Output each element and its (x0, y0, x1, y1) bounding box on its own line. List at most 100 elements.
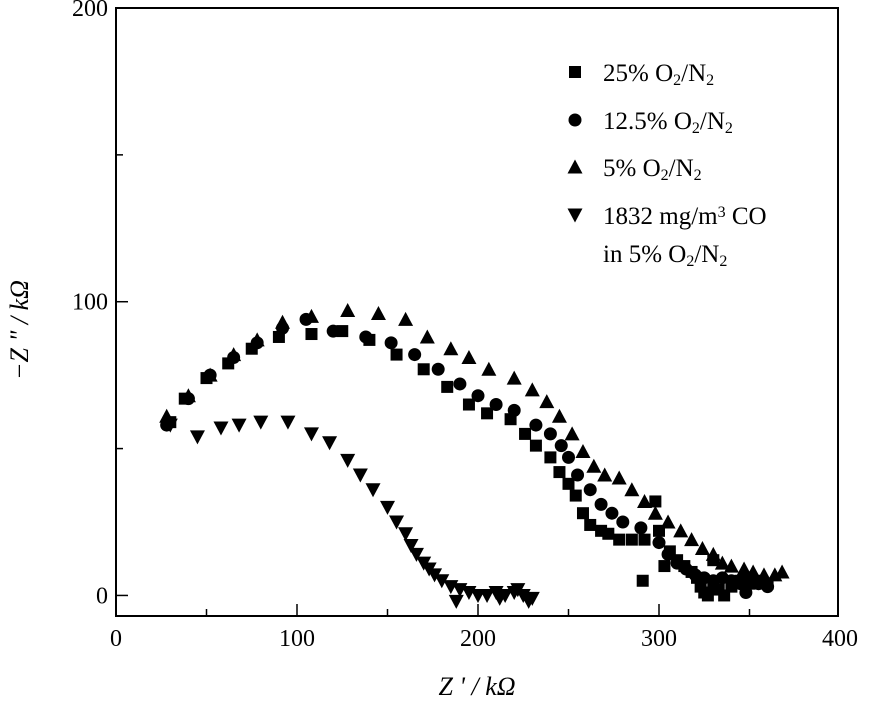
data-point (180, 388, 196, 403)
data-point (481, 407, 494, 420)
data-point (684, 532, 700, 547)
data-point (571, 468, 585, 482)
legend-label: 1832 mg/m3 CO (603, 203, 767, 230)
data-point (625, 533, 638, 546)
data-point (705, 546, 721, 561)
data-point (408, 547, 424, 562)
data-point (510, 583, 526, 598)
data-point (616, 515, 630, 529)
data-point (761, 580, 775, 594)
data-point (389, 515, 405, 530)
data-point (461, 350, 477, 365)
data-point (489, 398, 503, 412)
data-point (564, 426, 580, 441)
data-point (553, 466, 566, 479)
y-tick-label: 0 (96, 583, 108, 609)
data-point (736, 561, 752, 576)
series-2 (160, 312, 775, 600)
data-point (326, 324, 340, 338)
data-point (448, 594, 464, 609)
data-point (365, 483, 381, 498)
data-point (636, 574, 649, 587)
data-point (336, 325, 349, 338)
data-point (305, 328, 318, 341)
data-point (605, 506, 619, 520)
data-point (280, 415, 296, 430)
data-point (403, 539, 419, 554)
data-point (594, 497, 608, 511)
y-axis-title: −Z " / kΩ (5, 280, 34, 380)
data-point (551, 408, 567, 423)
data-point (340, 453, 356, 468)
legend-marker (567, 159, 583, 174)
data-point (479, 588, 495, 603)
data-point (521, 594, 537, 609)
data-point (462, 398, 475, 411)
data-point (398, 311, 414, 326)
x-tick-label: 200 (460, 626, 496, 652)
data-point (419, 329, 435, 344)
data-points (159, 303, 790, 609)
data-point (584, 518, 597, 531)
data-point (756, 567, 772, 582)
data-point (739, 586, 753, 600)
data-point (417, 363, 430, 376)
x-axis-title: Z ' / kΩ (438, 672, 515, 700)
data-point (575, 444, 591, 459)
data-point (162, 418, 178, 433)
data-point (380, 500, 395, 515)
series-3 (159, 303, 790, 582)
data-point (524, 382, 540, 397)
data-point (634, 521, 648, 535)
data-point (774, 564, 790, 579)
data-point (226, 347, 242, 362)
data-point (427, 568, 443, 583)
data-point (539, 394, 555, 409)
data-point (745, 564, 761, 579)
data-point (202, 367, 218, 382)
axis-ticks (116, 154, 751, 616)
tick-labels: 0 100 200 300 400 0 100 200 (72, 0, 858, 652)
y-tick-label: 100 (72, 290, 108, 316)
legend-marker (569, 66, 581, 78)
data-point (714, 555, 730, 570)
data-point (723, 558, 739, 573)
data-point (408, 348, 422, 362)
data-point (189, 430, 205, 445)
data-point (701, 589, 714, 602)
data-point (443, 341, 459, 356)
data-point (359, 330, 373, 344)
legend-marker (567, 208, 583, 223)
data-point (370, 305, 386, 320)
legend-item: 1832 mg/m3 CO in 5% O2/N2 (567, 203, 767, 270)
data-point (504, 413, 517, 426)
data-point (322, 436, 338, 451)
y-tick-label: 200 (72, 0, 108, 22)
x-tick-label: 400 (822, 626, 858, 652)
data-point (637, 493, 653, 508)
data-point (303, 308, 319, 323)
data-point (519, 427, 532, 440)
data-point (249, 332, 265, 347)
data-point (506, 370, 522, 385)
data-point (576, 507, 589, 520)
plot-frame (115, 7, 839, 617)
data-point (340, 303, 356, 318)
data-point (660, 514, 676, 529)
data-point (554, 439, 568, 453)
data-point (597, 467, 613, 482)
series-4 (162, 415, 540, 609)
data-point (562, 477, 575, 490)
data-point (658, 560, 671, 573)
data-point (253, 415, 269, 430)
legend-item: 5% O2/N2 (567, 155, 702, 184)
data-point (303, 427, 319, 442)
data-point (481, 361, 497, 376)
legend-label: 12.5% O2/N2 (603, 108, 733, 137)
data-point (624, 482, 640, 497)
data-point (638, 533, 651, 546)
data-point (647, 505, 663, 520)
data-point (275, 314, 291, 329)
data-point (649, 495, 662, 508)
